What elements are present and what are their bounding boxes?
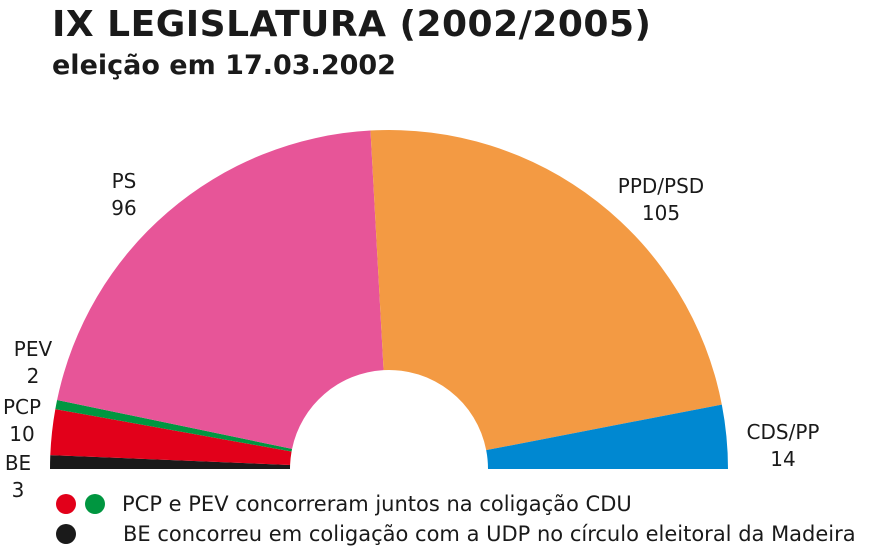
slice-ps [57, 130, 384, 449]
slice-pev [55, 400, 293, 452]
label-pev-name: PEV [14, 337, 53, 361]
label-cds-pp-name: CDS/PP [747, 420, 820, 444]
label-be-name: BE [5, 451, 31, 475]
slice-be [50, 455, 291, 469]
slice-pcp [50, 409, 292, 465]
be-dot-icon [56, 524, 76, 544]
label-ppd-psd-seats: 105 [642, 201, 680, 225]
chart-title: IX LEGISLATURA (2002/2005) [52, 4, 652, 45]
label-ppd-psd-name: PPD/PSD [618, 174, 704, 198]
slice-cds-pp [486, 404, 728, 469]
label-pcp-seats: 10 [9, 422, 34, 446]
pcp-dot-icon [56, 494, 76, 514]
footnote-cdu-text: PCP e PEV concorreram juntos na coligaçã… [122, 492, 632, 516]
label-ps-name: PS [112, 169, 137, 193]
footnote-be-text: BE concorreu em coligação com a UDP no c… [123, 522, 856, 546]
pev-dot-icon [85, 494, 105, 514]
label-be-seats: 3 [12, 478, 25, 502]
footnote-be: BE concorreu em coligação com a UDP no c… [56, 521, 856, 547]
label-cds-pp-seats: 14 [770, 447, 795, 471]
footnote-cdu: PCP e PEV concorreram juntos na coligaçã… [56, 491, 632, 517]
slice-ppd-psd [370, 130, 722, 451]
chart-subtitle: eleição em 17.03.2002 [52, 50, 396, 81]
label-pev-seats: 2 [27, 364, 40, 388]
label-pcp-name: PCP [3, 395, 41, 419]
label-ps-seats: 96 [111, 196, 136, 220]
